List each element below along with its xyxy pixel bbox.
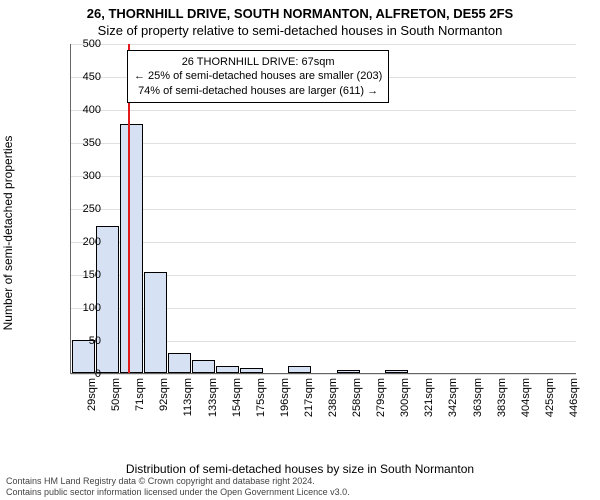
- x-tick-label: 279sqm: [375, 378, 387, 417]
- annotation-line-3: 74% of semi-detached houses are larger (…: [134, 84, 382, 98]
- x-tick-label: 50sqm: [110, 378, 122, 411]
- histogram-bar: [192, 360, 215, 373]
- x-tick-label: 196sqm: [279, 378, 291, 417]
- annotation-line-1: 26 THORNHILL DRIVE: 67sqm: [134, 55, 382, 69]
- y-tick-label: 350: [71, 137, 101, 149]
- y-tick-label: 400: [71, 104, 101, 116]
- x-tick-label: 321sqm: [423, 378, 435, 417]
- histogram-bar: [240, 368, 263, 373]
- x-tick-label: 300sqm: [399, 378, 411, 417]
- footer-attribution: Contains HM Land Registry data © Crown c…: [6, 476, 350, 498]
- x-tick-label: 238sqm: [327, 378, 339, 417]
- x-tick-label: 133sqm: [207, 378, 219, 417]
- x-tick-label: 154sqm: [231, 378, 243, 417]
- histogram-bar: [96, 226, 119, 373]
- x-tick-label: 29sqm: [86, 378, 98, 411]
- histogram-bar: [216, 366, 239, 373]
- x-tick-label: 71sqm: [134, 378, 146, 411]
- plot-region: 26 THORNHILL DRIVE: 67sqm ← 25% of semi-…: [70, 44, 576, 374]
- x-axis-label: Distribution of semi-detached houses by …: [0, 462, 600, 476]
- histogram-bar: [288, 366, 311, 373]
- histogram-bar: [120, 124, 143, 373]
- annotation-box: 26 THORNHILL DRIVE: 67sqm ← 25% of semi-…: [127, 50, 389, 103]
- y-tick-label: 150: [71, 269, 101, 281]
- y-tick-label: 100: [71, 302, 101, 314]
- y-axis-label: Number of semi-detached properties: [1, 136, 15, 331]
- x-tick-label: 446sqm: [568, 378, 580, 417]
- histogram-bar: [144, 272, 167, 373]
- x-tick-label: 404sqm: [520, 378, 532, 417]
- y-tick-label: 500: [71, 38, 101, 50]
- x-tick-label: 258sqm: [351, 378, 363, 417]
- histogram-bar: [385, 370, 408, 373]
- annotation-line-2: ← 25% of semi-detached houses are smalle…: [134, 69, 382, 83]
- chart-area: Number of semi-detached properties 26 TH…: [36, 44, 576, 422]
- histogram-bar: [168, 353, 191, 373]
- y-tick-label: 300: [71, 170, 101, 182]
- x-tick-label: 342sqm: [447, 378, 459, 417]
- chart-title: 26, THORNHILL DRIVE, SOUTH NORMANTON, AL…: [0, 0, 600, 21]
- x-tick-label: 363sqm: [472, 378, 484, 417]
- histogram-bar: [337, 370, 360, 373]
- x-tick-label: 383sqm: [496, 378, 508, 417]
- y-tick-label: 200: [71, 236, 101, 248]
- x-tick-label: 425sqm: [544, 378, 556, 417]
- x-tick-label: 113sqm: [182, 378, 194, 416]
- x-tick-label: 175sqm: [255, 378, 267, 417]
- y-tick-label: 450: [71, 71, 101, 83]
- x-tick-label: 92sqm: [158, 378, 170, 411]
- x-tick-label: 217sqm: [303, 378, 315, 417]
- y-tick-label: 250: [71, 203, 101, 215]
- footer-line-2: Contains public sector information licen…: [6, 487, 350, 498]
- y-tick-label: 50: [71, 335, 101, 347]
- footer-line-1: Contains HM Land Registry data © Crown c…: [6, 476, 350, 487]
